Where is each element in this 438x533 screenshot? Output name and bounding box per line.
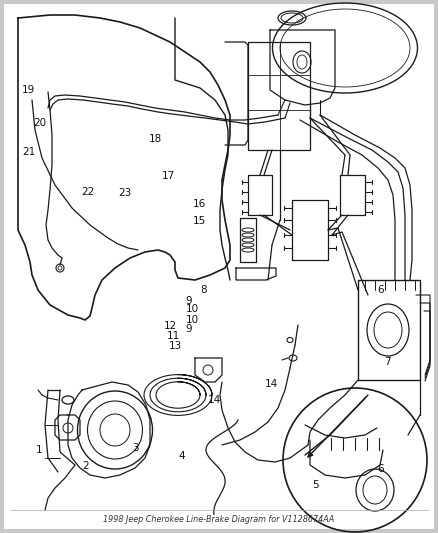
Text: 14: 14 bbox=[208, 395, 221, 405]
Text: 5: 5 bbox=[312, 480, 319, 490]
FancyBboxPatch shape bbox=[4, 4, 434, 529]
Text: 6: 6 bbox=[378, 286, 385, 295]
Text: 23: 23 bbox=[118, 188, 131, 198]
Text: 13: 13 bbox=[169, 342, 182, 351]
Text: 19: 19 bbox=[22, 85, 35, 94]
Text: 22: 22 bbox=[81, 187, 94, 197]
Text: 1998 Jeep Cherokee Line-Brake Diagram for V1128674AA: 1998 Jeep Cherokee Line-Brake Diagram fo… bbox=[103, 515, 335, 524]
Text: 6: 6 bbox=[378, 464, 385, 474]
Text: 9: 9 bbox=[185, 296, 192, 306]
Text: 10: 10 bbox=[186, 304, 199, 314]
Text: 12: 12 bbox=[164, 321, 177, 331]
Text: 11: 11 bbox=[166, 331, 180, 341]
Text: 3: 3 bbox=[132, 443, 139, 453]
Text: 1: 1 bbox=[36, 446, 43, 455]
Text: 14: 14 bbox=[265, 379, 278, 389]
Text: 18: 18 bbox=[149, 134, 162, 143]
Text: 21: 21 bbox=[22, 147, 35, 157]
Text: 17: 17 bbox=[162, 171, 175, 181]
Text: 7: 7 bbox=[384, 358, 391, 367]
Text: 4: 4 bbox=[178, 451, 185, 461]
Text: 20: 20 bbox=[33, 118, 46, 127]
Text: 15: 15 bbox=[193, 216, 206, 226]
Text: 8: 8 bbox=[200, 286, 207, 295]
Text: 9: 9 bbox=[185, 325, 192, 334]
Text: 16: 16 bbox=[193, 199, 206, 208]
Text: 10: 10 bbox=[186, 315, 199, 325]
Text: 2: 2 bbox=[82, 462, 89, 471]
